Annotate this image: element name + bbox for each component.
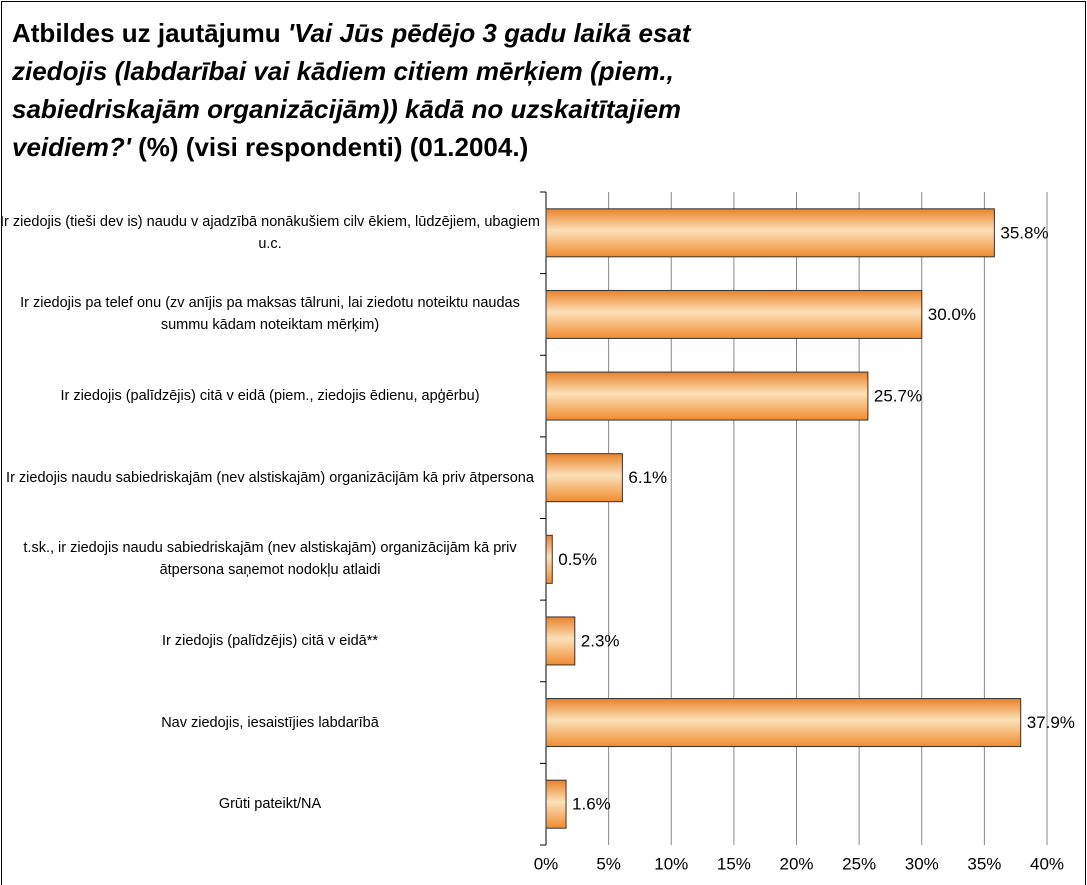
bar xyxy=(545,616,576,666)
bar xyxy=(545,289,923,339)
x-tick-label: 5% xyxy=(596,854,621,873)
category-label: Ir ziedojis (palīdzējis) citā v eidā (pi… xyxy=(60,388,480,405)
bar xyxy=(545,534,553,584)
category-label: Ir ziedojis (tieši dev is) naudu v ajadz… xyxy=(0,213,540,252)
title-question: 'Vai Jūs pēdējo 3 gadu laikā esat ziedoj… xyxy=(12,18,691,162)
value-label: 1.6% xyxy=(572,795,611,814)
value-label: 37.9% xyxy=(1027,713,1075,732)
category-label: Ir ziedojis pa telef onu (zv anījis pa m… xyxy=(20,295,520,334)
value-label: 0.5% xyxy=(558,550,597,569)
x-tick-label: 15% xyxy=(717,854,751,873)
bar xyxy=(545,371,869,421)
bar xyxy=(545,698,1022,748)
title-part: Atbildes uz jautājumu xyxy=(12,18,288,48)
category-label: Ir ziedojis naudu sabiedriskajām (nev al… xyxy=(6,469,534,486)
bar xyxy=(545,779,567,829)
bar xyxy=(545,453,623,503)
x-tick-label: 35% xyxy=(967,854,1001,873)
x-tick-label: 40% xyxy=(1030,854,1064,873)
category-label: Grūti pateikt/NA xyxy=(218,796,322,813)
value-label: 6.1% xyxy=(628,468,667,487)
x-tick-label: 10% xyxy=(654,854,688,873)
x-tick-label: 30% xyxy=(905,854,939,873)
category-label: Ir ziedojis (palīdzējis) citā v eidā** xyxy=(162,632,378,649)
title-part: (%) (visi respondenti) (01.2004.) xyxy=(130,132,529,162)
bar xyxy=(545,208,995,258)
category-label: t.sk., ir ziedojis naudu sabiedriskajām … xyxy=(23,540,517,579)
chart-title: Atbildes uz jautājumu 'Vai Jūs pēdējo 3 … xyxy=(12,14,792,166)
x-tick-label: 20% xyxy=(779,854,813,873)
value-label: 35.8% xyxy=(1000,223,1048,242)
category-label: Nav ziedojis, iesaistījies labdarībā xyxy=(161,714,379,731)
x-tick-label: 25% xyxy=(842,854,876,873)
value-label: 25.7% xyxy=(874,387,922,406)
value-label: 30.0% xyxy=(928,305,976,324)
x-tick-label: 0% xyxy=(534,854,559,873)
value-label: 2.3% xyxy=(581,631,620,650)
